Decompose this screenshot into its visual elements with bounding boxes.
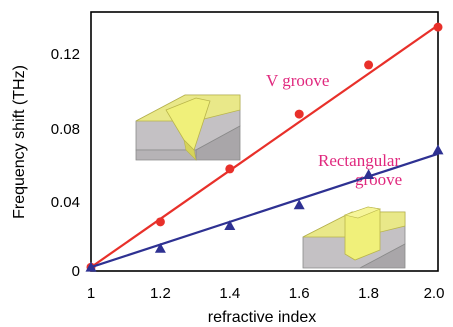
v-groove-data-point xyxy=(155,217,165,227)
data-marks xyxy=(85,22,444,272)
y-tick-label: 0.12 xyxy=(51,46,80,63)
x-tick-label: 1.8 xyxy=(358,285,379,302)
x-tick-label: 1.2 xyxy=(150,285,171,302)
y-ticks: 0 0.04 0.08 0.12 xyxy=(51,46,80,280)
x-tick-label: 2.0 xyxy=(424,285,445,302)
box-with-v-groove-inset xyxy=(135,94,241,161)
v-groove-fit-line xyxy=(90,24,439,269)
y-tick-label: 0.08 xyxy=(51,121,80,138)
plot-frame xyxy=(90,11,439,272)
x-tick-label: 1 xyxy=(87,285,95,302)
rectangular-groove-data-point xyxy=(224,220,236,231)
x-tick-label: 1.4 xyxy=(219,285,240,302)
v-groove-data-point xyxy=(364,60,374,70)
x-tick-label: 1.6 xyxy=(289,285,310,302)
v-groove-data-point xyxy=(225,164,235,174)
x-ticks: 1 1.2 1.4 1.6 1.8 2.0 xyxy=(87,285,445,302)
v-groove-data-point xyxy=(433,22,443,32)
y-tick-label: 0 xyxy=(72,263,80,280)
box-with-rectangular-groove-inset xyxy=(302,206,406,269)
rectangular-groove-label-line1: Rectangular xyxy=(318,151,400,170)
v-groove-label: V groove xyxy=(266,71,329,90)
rectangular-groove-data-point xyxy=(293,199,305,210)
rectangular-groove-data-point xyxy=(432,144,444,155)
y-tick-label: 0.04 xyxy=(51,194,80,211)
x-axis-title: refractive index xyxy=(208,309,317,326)
y-axis-title: Frequency shift (THz) xyxy=(11,65,28,219)
rectangular-groove-fit-line xyxy=(90,152,439,269)
rectangular-groove-data-point xyxy=(85,261,97,272)
rectangular-groove-data-point xyxy=(363,169,375,179)
rectangular-groove-data-point xyxy=(154,242,166,253)
v-groove-data-point xyxy=(294,109,304,119)
